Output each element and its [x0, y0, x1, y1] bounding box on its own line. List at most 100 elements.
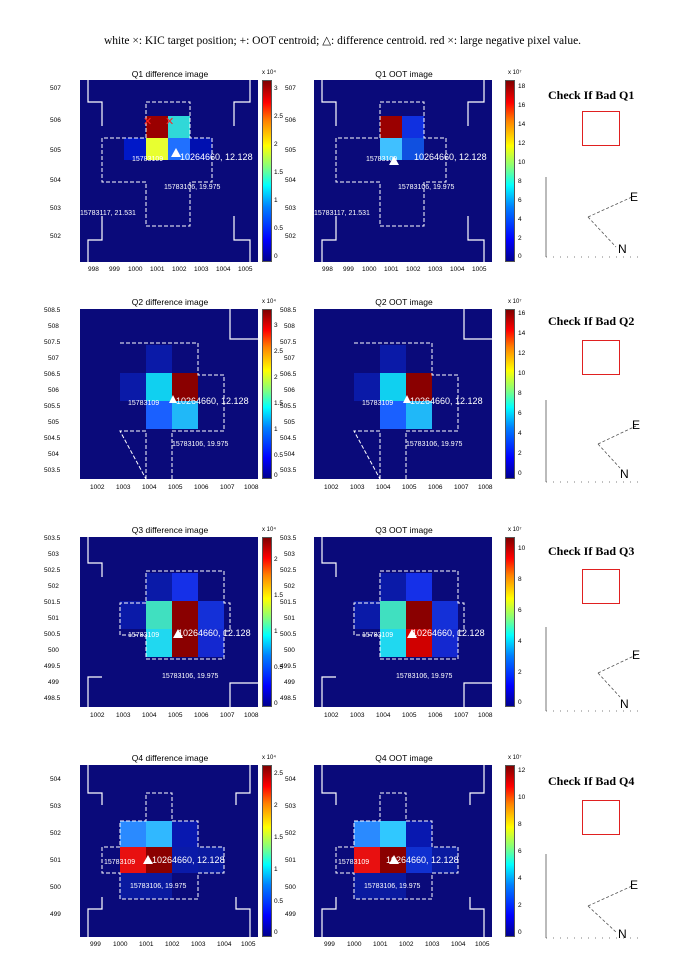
x-tick: 1003	[425, 941, 440, 948]
q4-diff-target-label: 10264660, 12.128	[152, 855, 225, 865]
cbar-tick: 2	[518, 235, 522, 242]
y-tick: 508.5	[44, 307, 61, 314]
y-tick: 504	[284, 451, 295, 458]
q3-oot-title: Q3 OOT image	[375, 525, 433, 535]
cbar-tick: 1.5	[274, 834, 284, 841]
cbar-tick: 8	[518, 576, 522, 583]
y-tick: 504	[48, 451, 59, 458]
y-tick: 502.5	[44, 567, 61, 574]
cbar-tick: 1.5	[274, 400, 284, 407]
x-tick: 1004	[451, 941, 466, 948]
q4-diff-title: Q4 difference image	[131, 753, 209, 763]
cbar-tick: 0.5	[274, 664, 284, 671]
x-tick: 1005	[168, 712, 183, 719]
q2-compass-n: N	[620, 467, 629, 481]
x-tick: 1000	[113, 941, 128, 948]
q4-check-box[interactable]	[582, 800, 620, 835]
y-tick: 500	[48, 647, 59, 654]
q3-compass	[545, 627, 640, 712]
q2-diff-star3-label: 15783109	[128, 400, 160, 407]
q1-oot-target-label: 10264660, 12.128	[414, 152, 487, 162]
x-tick: 1006	[194, 712, 209, 719]
cbar-tick: 2	[518, 902, 522, 909]
cbar-tick: 0	[518, 929, 522, 936]
y-tick: 504	[50, 177, 61, 184]
q1-diff-cbar-exp: x 10⁴	[262, 70, 276, 76]
x-tick: 1005	[168, 484, 183, 491]
q3-oot-colorbar	[505, 537, 515, 707]
y-tick: 503	[50, 205, 61, 212]
cbar-tick: 1.5	[274, 592, 284, 599]
y-tick: 501.5	[280, 599, 297, 606]
q1-check-box[interactable]	[582, 111, 620, 146]
cbar-tick: 0	[518, 253, 522, 260]
y-tick: 499.5	[280, 663, 297, 670]
cbar-tick: 0	[274, 253, 278, 260]
q2-compass-e: E	[632, 418, 641, 432]
q4-diff-cbar-exp: x 10⁴	[262, 755, 276, 761]
q3-oot-star3-label: 15783109	[362, 632, 394, 639]
q2-diff-target-label: 10264660, 12.128	[176, 396, 249, 406]
cbar-tick: 4	[518, 638, 522, 645]
y-tick: 507.5	[44, 339, 61, 346]
q3-check-box[interactable]	[582, 569, 620, 604]
q1-compass-e: E	[630, 190, 639, 204]
y-tick: 502	[285, 233, 296, 240]
q1-diff-target-label: 10264660, 12.128	[180, 152, 253, 162]
y-tick: 501	[48, 615, 59, 622]
cbar-tick: 4	[518, 216, 522, 223]
x-tick: 1002	[165, 941, 180, 948]
q1-oot-colorbar	[505, 80, 515, 262]
q4-oot-title: Q4 OOT image	[375, 753, 433, 763]
q1-compass	[545, 177, 640, 258]
y-tick: 505	[284, 419, 295, 426]
x-tick: 1004	[450, 266, 465, 273]
q2-diff-image: 10264660, 12.128 15783109 15783106, 19.9…	[80, 309, 258, 479]
cbar-tick: 1.5	[274, 169, 284, 176]
cbar-tick: 4	[518, 875, 522, 882]
y-tick: 498.5	[44, 695, 61, 702]
q1-check-label: Check If Bad Q1	[548, 88, 635, 102]
x-tick: 1003	[191, 941, 206, 948]
x-tick: 1003	[194, 266, 209, 273]
y-tick: 506.5	[280, 371, 297, 378]
y-tick: 500.5	[44, 631, 61, 638]
y-tick: 500	[50, 884, 61, 891]
y-tick: 503.5	[280, 535, 297, 542]
cbar-tick: 12	[518, 140, 526, 147]
x-tick: 1005	[402, 484, 417, 491]
cbar-tick: 2.5	[274, 348, 284, 355]
q1-diff-colorbar	[262, 80, 272, 262]
x-tick: 1003	[116, 484, 131, 491]
x-tick: 1007	[454, 484, 469, 491]
y-tick: 506	[50, 117, 61, 124]
cbar-tick: 2	[274, 802, 278, 809]
y-tick: 505.5	[280, 403, 297, 410]
q1-diff-title: Q1 difference image	[131, 69, 209, 79]
cbar-tick: 10	[518, 370, 526, 377]
y-tick: 505	[50, 147, 61, 154]
q2-oot-star1-label: 15783106, 19.975	[406, 441, 463, 448]
cbar-tick: 0	[518, 470, 522, 477]
x-tick: 1005	[472, 266, 487, 273]
x-tick: 1000	[128, 266, 143, 273]
y-tick: 501	[285, 857, 296, 864]
cbar-tick: 0	[274, 929, 278, 936]
q2-check-box[interactable]	[582, 340, 620, 375]
q3-diff-title: Q3 difference image	[131, 525, 209, 535]
q4-diff-colorbar	[262, 765, 272, 937]
cbar-tick: 1	[274, 197, 278, 204]
cbar-tick: 0.5	[274, 225, 284, 232]
y-tick: 500	[285, 884, 296, 891]
cbar-tick: 2	[518, 450, 522, 457]
cbar-tick: 1	[274, 628, 278, 635]
x-tick: 998	[322, 266, 333, 273]
x-tick: 1003	[428, 266, 443, 273]
q1-oot-cbar-exp: x 10⁷	[508, 70, 522, 76]
q1-oot-star3-label: 15783109	[366, 156, 398, 163]
cbar-tick: 10	[518, 794, 526, 801]
x-tick: 1007	[454, 712, 469, 719]
x-tick: 1005	[238, 266, 253, 273]
cbar-tick: 0.5	[274, 452, 284, 459]
q4-check-label: Check If Bad Q4	[548, 774, 635, 788]
